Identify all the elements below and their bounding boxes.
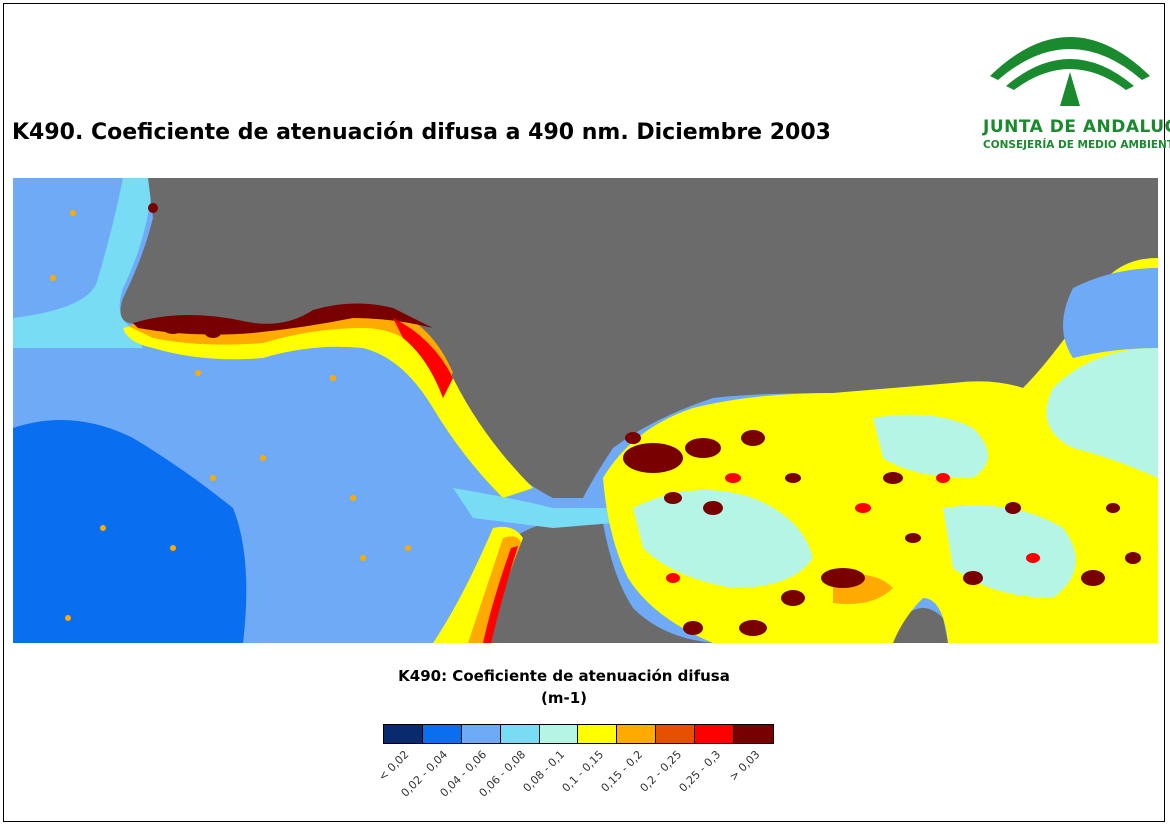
legend-unit: (m-1): [540, 689, 587, 707]
legend-label: 0,08 - 0,1: [520, 748, 568, 795]
legend-swatch: [695, 725, 735, 743]
strait-of-gibraltar: [453, 488, 613, 528]
legend-swatch: [734, 725, 773, 743]
legend-swatch: [422, 725, 462, 743]
legend-label: 0,1 - 0,15: [559, 748, 607, 795]
open-ocean-low-k: [13, 420, 247, 643]
legend-label: 0,15 - 0,2: [598, 748, 645, 795]
legend-swatch: [539, 725, 579, 743]
alboran-ne-blue: [1063, 268, 1158, 358]
morocco-red-band: [483, 546, 518, 643]
high-k-spots: [148, 203, 1141, 636]
land-spain: [120, 178, 1158, 498]
legend-color-bar: [383, 724, 774, 744]
land-morocco-west: [473, 522, 713, 643]
legend-label: > 0,03: [726, 748, 762, 784]
legend-title: K490: Coeficiente de atenuación difusa (…: [0, 665, 1128, 709]
logo-text: JUNTA DE ANDALUCIA CONSEJERÍA DE MEDIO A…: [983, 117, 1170, 151]
nw-offshore: [13, 178, 123, 318]
legend-swatch: [617, 725, 657, 743]
legend-swatch: [461, 725, 501, 743]
legend-swatch: [384, 725, 423, 743]
legend-swatch: [656, 725, 696, 743]
ocean-dots: [50, 210, 411, 621]
legend-labels: < 0,02 0,02 - 0,04 0,04 - 0,06 0,06 - 0,08 0…: [376, 748, 773, 818]
k490-map: [13, 178, 1158, 643]
alboran-central-cyan: [873, 414, 988, 478]
junta-andalucia-logo: [990, 37, 1150, 106]
cadiz-red-band: [393, 318, 453, 398]
legend-swatch: [578, 725, 618, 743]
alboran-ne-cyan: [1046, 348, 1158, 478]
alboran-west-cyan: [633, 490, 813, 588]
logo-name: JUNTA DE ANDALUCIA: [983, 117, 1170, 137]
legend-title-text: K490: Coeficiente de atenuación difusa: [398, 667, 730, 685]
figure-frame: [3, 3, 1165, 822]
legend-label: 0,2 - 0,25: [637, 748, 684, 795]
cadiz-maroon-band: [133, 303, 433, 335]
logo-subtitle: CONSEJERÍA DE MEDIO AMBIENTE: [983, 139, 1170, 151]
red-spots: [666, 473, 1040, 583]
page-title: K490. Coeficiente de atenuación difusa a…: [12, 120, 831, 145]
legend-swatch: [500, 725, 540, 743]
legend-label: 0,25 - 0,3: [676, 748, 723, 795]
